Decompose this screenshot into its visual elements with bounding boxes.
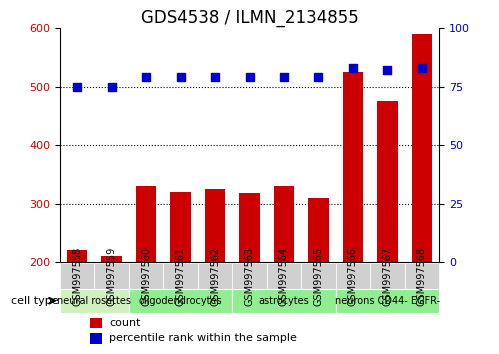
- Text: GSM997567: GSM997567: [382, 246, 392, 306]
- Bar: [67, 250, 87, 354]
- Bar: [412, 34, 432, 354]
- Text: GSM997560: GSM997560: [141, 246, 151, 306]
- Point: [73, 84, 81, 90]
- Point: [418, 65, 426, 71]
- Bar: [90, 318, 102, 328]
- FancyBboxPatch shape: [370, 263, 405, 289]
- FancyBboxPatch shape: [198, 263, 232, 289]
- Bar: [377, 101, 398, 354]
- FancyBboxPatch shape: [94, 263, 129, 289]
- FancyBboxPatch shape: [336, 289, 439, 313]
- Title: GDS4538 / ILMN_2134855: GDS4538 / ILMN_2134855: [141, 9, 358, 27]
- FancyBboxPatch shape: [336, 263, 370, 289]
- Text: GSM997558: GSM997558: [72, 246, 82, 306]
- FancyBboxPatch shape: [129, 263, 163, 289]
- Point: [349, 65, 357, 71]
- Text: cell type: cell type: [10, 296, 58, 306]
- Point: [246, 75, 253, 80]
- Text: oligodendrocytes: oligodendrocytes: [139, 296, 223, 306]
- Text: GSM997563: GSM997563: [245, 246, 254, 306]
- FancyBboxPatch shape: [232, 289, 336, 313]
- Text: neural rosettes: neural rosettes: [57, 296, 131, 306]
- Point: [280, 75, 288, 80]
- Bar: [101, 256, 122, 354]
- Bar: [136, 186, 156, 354]
- Text: GSM997562: GSM997562: [210, 246, 220, 306]
- FancyBboxPatch shape: [60, 289, 129, 313]
- FancyBboxPatch shape: [301, 263, 336, 289]
- Bar: [239, 193, 260, 354]
- Point: [314, 75, 322, 80]
- Point: [177, 75, 185, 80]
- Bar: [273, 186, 294, 354]
- Text: astrocytes: astrocytes: [258, 296, 309, 306]
- Point: [108, 84, 116, 90]
- Text: GSM997568: GSM997568: [417, 246, 427, 306]
- FancyBboxPatch shape: [405, 263, 439, 289]
- Bar: [308, 198, 329, 354]
- Bar: [343, 72, 363, 354]
- Point: [211, 75, 219, 80]
- Text: GSM997559: GSM997559: [107, 246, 117, 306]
- FancyBboxPatch shape: [267, 263, 301, 289]
- FancyBboxPatch shape: [232, 263, 267, 289]
- Text: GSM997566: GSM997566: [348, 246, 358, 306]
- Text: GSM997564: GSM997564: [279, 246, 289, 306]
- Point: [142, 75, 150, 80]
- Text: GSM997561: GSM997561: [176, 246, 186, 306]
- FancyBboxPatch shape: [60, 263, 94, 289]
- Point: [383, 68, 391, 73]
- Text: neurons CD44- EGFR-: neurons CD44- EGFR-: [335, 296, 440, 306]
- FancyBboxPatch shape: [163, 263, 198, 289]
- Bar: [170, 192, 191, 354]
- Text: GSM997565: GSM997565: [313, 246, 323, 306]
- FancyBboxPatch shape: [129, 289, 232, 313]
- Bar: [205, 189, 226, 354]
- Text: percentile rank within the sample: percentile rank within the sample: [109, 333, 297, 343]
- Bar: [90, 333, 102, 343]
- Text: count: count: [109, 318, 141, 328]
